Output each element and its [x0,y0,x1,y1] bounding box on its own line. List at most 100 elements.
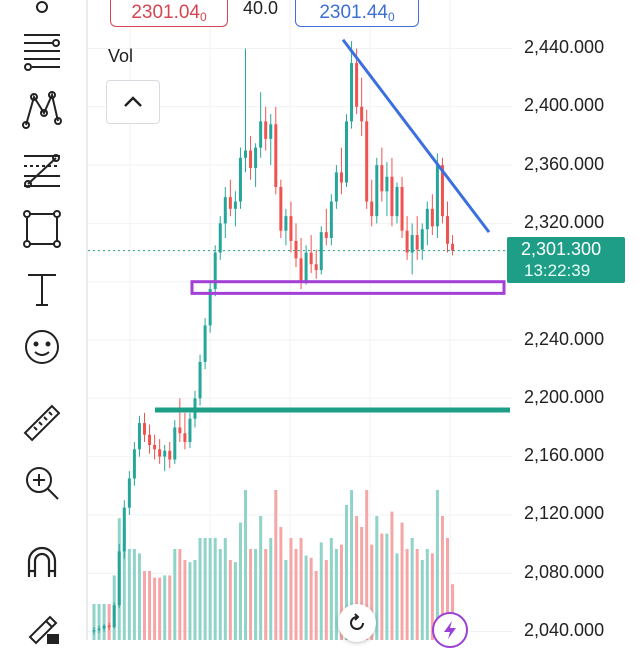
lightning-icon [444,621,456,639]
volume-label: Vol [108,46,134,66]
volume-bar [132,549,136,640]
fibonacci-tool-icon[interactable] [17,145,67,195]
ask-price-box[interactable]: 2301.44 0 [295,0,419,27]
magnet-icon[interactable] [17,538,67,588]
toolbar-divider [86,0,88,640]
volume-bar [259,516,263,640]
emoji-tool-icon[interactable] [17,322,67,372]
volume-bar [289,538,293,640]
candle-body [132,449,136,479]
bid-price-box[interactable]: 2301.04 0 [110,0,228,27]
candle-body [430,208,434,227]
support-zone-rectangle [190,280,506,295]
candle-countdown: 13:22:39 [524,261,591,280]
candle-body [198,361,202,399]
brush-icon[interactable] [17,600,67,650]
candle-body [122,507,126,552]
volume-bar [425,549,429,640]
candle-body [395,186,399,217]
volume-bar [339,544,343,640]
candle-body [168,450,172,460]
rectangle-tool-icon[interactable] [17,204,67,254]
price-tick: 2,240.000 [524,329,605,349]
candle-body [218,223,222,253]
candle-body [274,124,278,187]
candle-body [102,625,106,629]
volume-bar [208,538,212,640]
candle-body [405,230,409,253]
candle-body [158,449,162,457]
price-tick: 2,080.000 [524,562,605,582]
candle-body [334,172,338,202]
trend-lines-icon[interactable] [17,24,67,74]
volume-bar [102,604,106,640]
ruler-icon[interactable] [17,398,67,448]
volume-bar [430,553,434,640]
candle-body [319,232,323,271]
volume-bar [345,505,348,640]
candle-body [410,235,414,253]
current-price: 2,301.300 [521,239,602,259]
reset-chart-button[interactable] [338,604,376,642]
volume-bar [92,604,96,640]
candle-body [314,264,318,271]
candle-body [148,434,152,445]
volume-bar [400,522,404,640]
volume-bar [143,571,146,640]
candle-body [107,625,111,628]
price-tick: 2,360.000 [524,154,605,174]
candle-body [228,197,232,209]
reset-icon [350,613,364,630]
volume-bar [269,538,273,640]
candle-body [92,630,96,632]
volume-bar [158,577,162,640]
volume-bar [238,522,242,640]
pattern-tool-icon[interactable] [17,84,67,134]
candle-body [143,423,146,435]
volume-bar [254,549,258,640]
candle-body [112,605,116,628]
price-tick: 2,320.000 [524,212,605,232]
candle-body [425,208,429,230]
current-price-tag: 2,301.300 13:22:39 [507,237,625,283]
volume-bar [218,549,222,640]
volume-bar [223,538,227,640]
text-tool-icon[interactable] [17,264,67,314]
volume-bar [107,604,111,640]
volume-bar [153,577,157,640]
volume-bar [203,538,207,640]
candle-body [137,423,141,450]
candle-body [203,325,207,362]
volume-bar [294,549,298,640]
candle-body [324,232,328,238]
zoom-in-icon[interactable] [17,458,67,508]
candle-body [400,186,404,231]
drawing-toolbar [0,0,86,645]
price-tick: 2,040.000 [524,620,605,640]
spread-value: 40.0 [243,0,279,18]
volume-bar [173,549,177,640]
candle-body [339,172,343,183]
candle-body [249,150,253,169]
candle-body [309,252,313,265]
volume-bar [390,511,394,640]
price-tick: 2,200.000 [524,387,605,407]
collapse-button[interactable] [106,80,160,124]
candle-body [435,165,439,227]
candle-body [223,197,227,224]
volume-bar [163,575,167,640]
candle-body [415,235,419,250]
volume-bar [97,604,101,640]
quick-trade-button[interactable] [432,612,468,648]
volume-bar [244,490,247,640]
volume-bar [314,571,318,640]
candle-body [279,186,283,231]
price-tick: 2,440.000 [524,37,605,57]
volume-bar [435,490,439,640]
volume-bar [279,527,283,640]
price-tick: 2,400.000 [524,95,605,115]
candle-body [355,63,359,107]
top-partial-tool-icon[interactable] [17,0,67,28]
candle-body [188,418,192,443]
price-axis[interactable]: 2,440.000 2,400.000 2,360.000 2,320.000 … [512,0,640,640]
